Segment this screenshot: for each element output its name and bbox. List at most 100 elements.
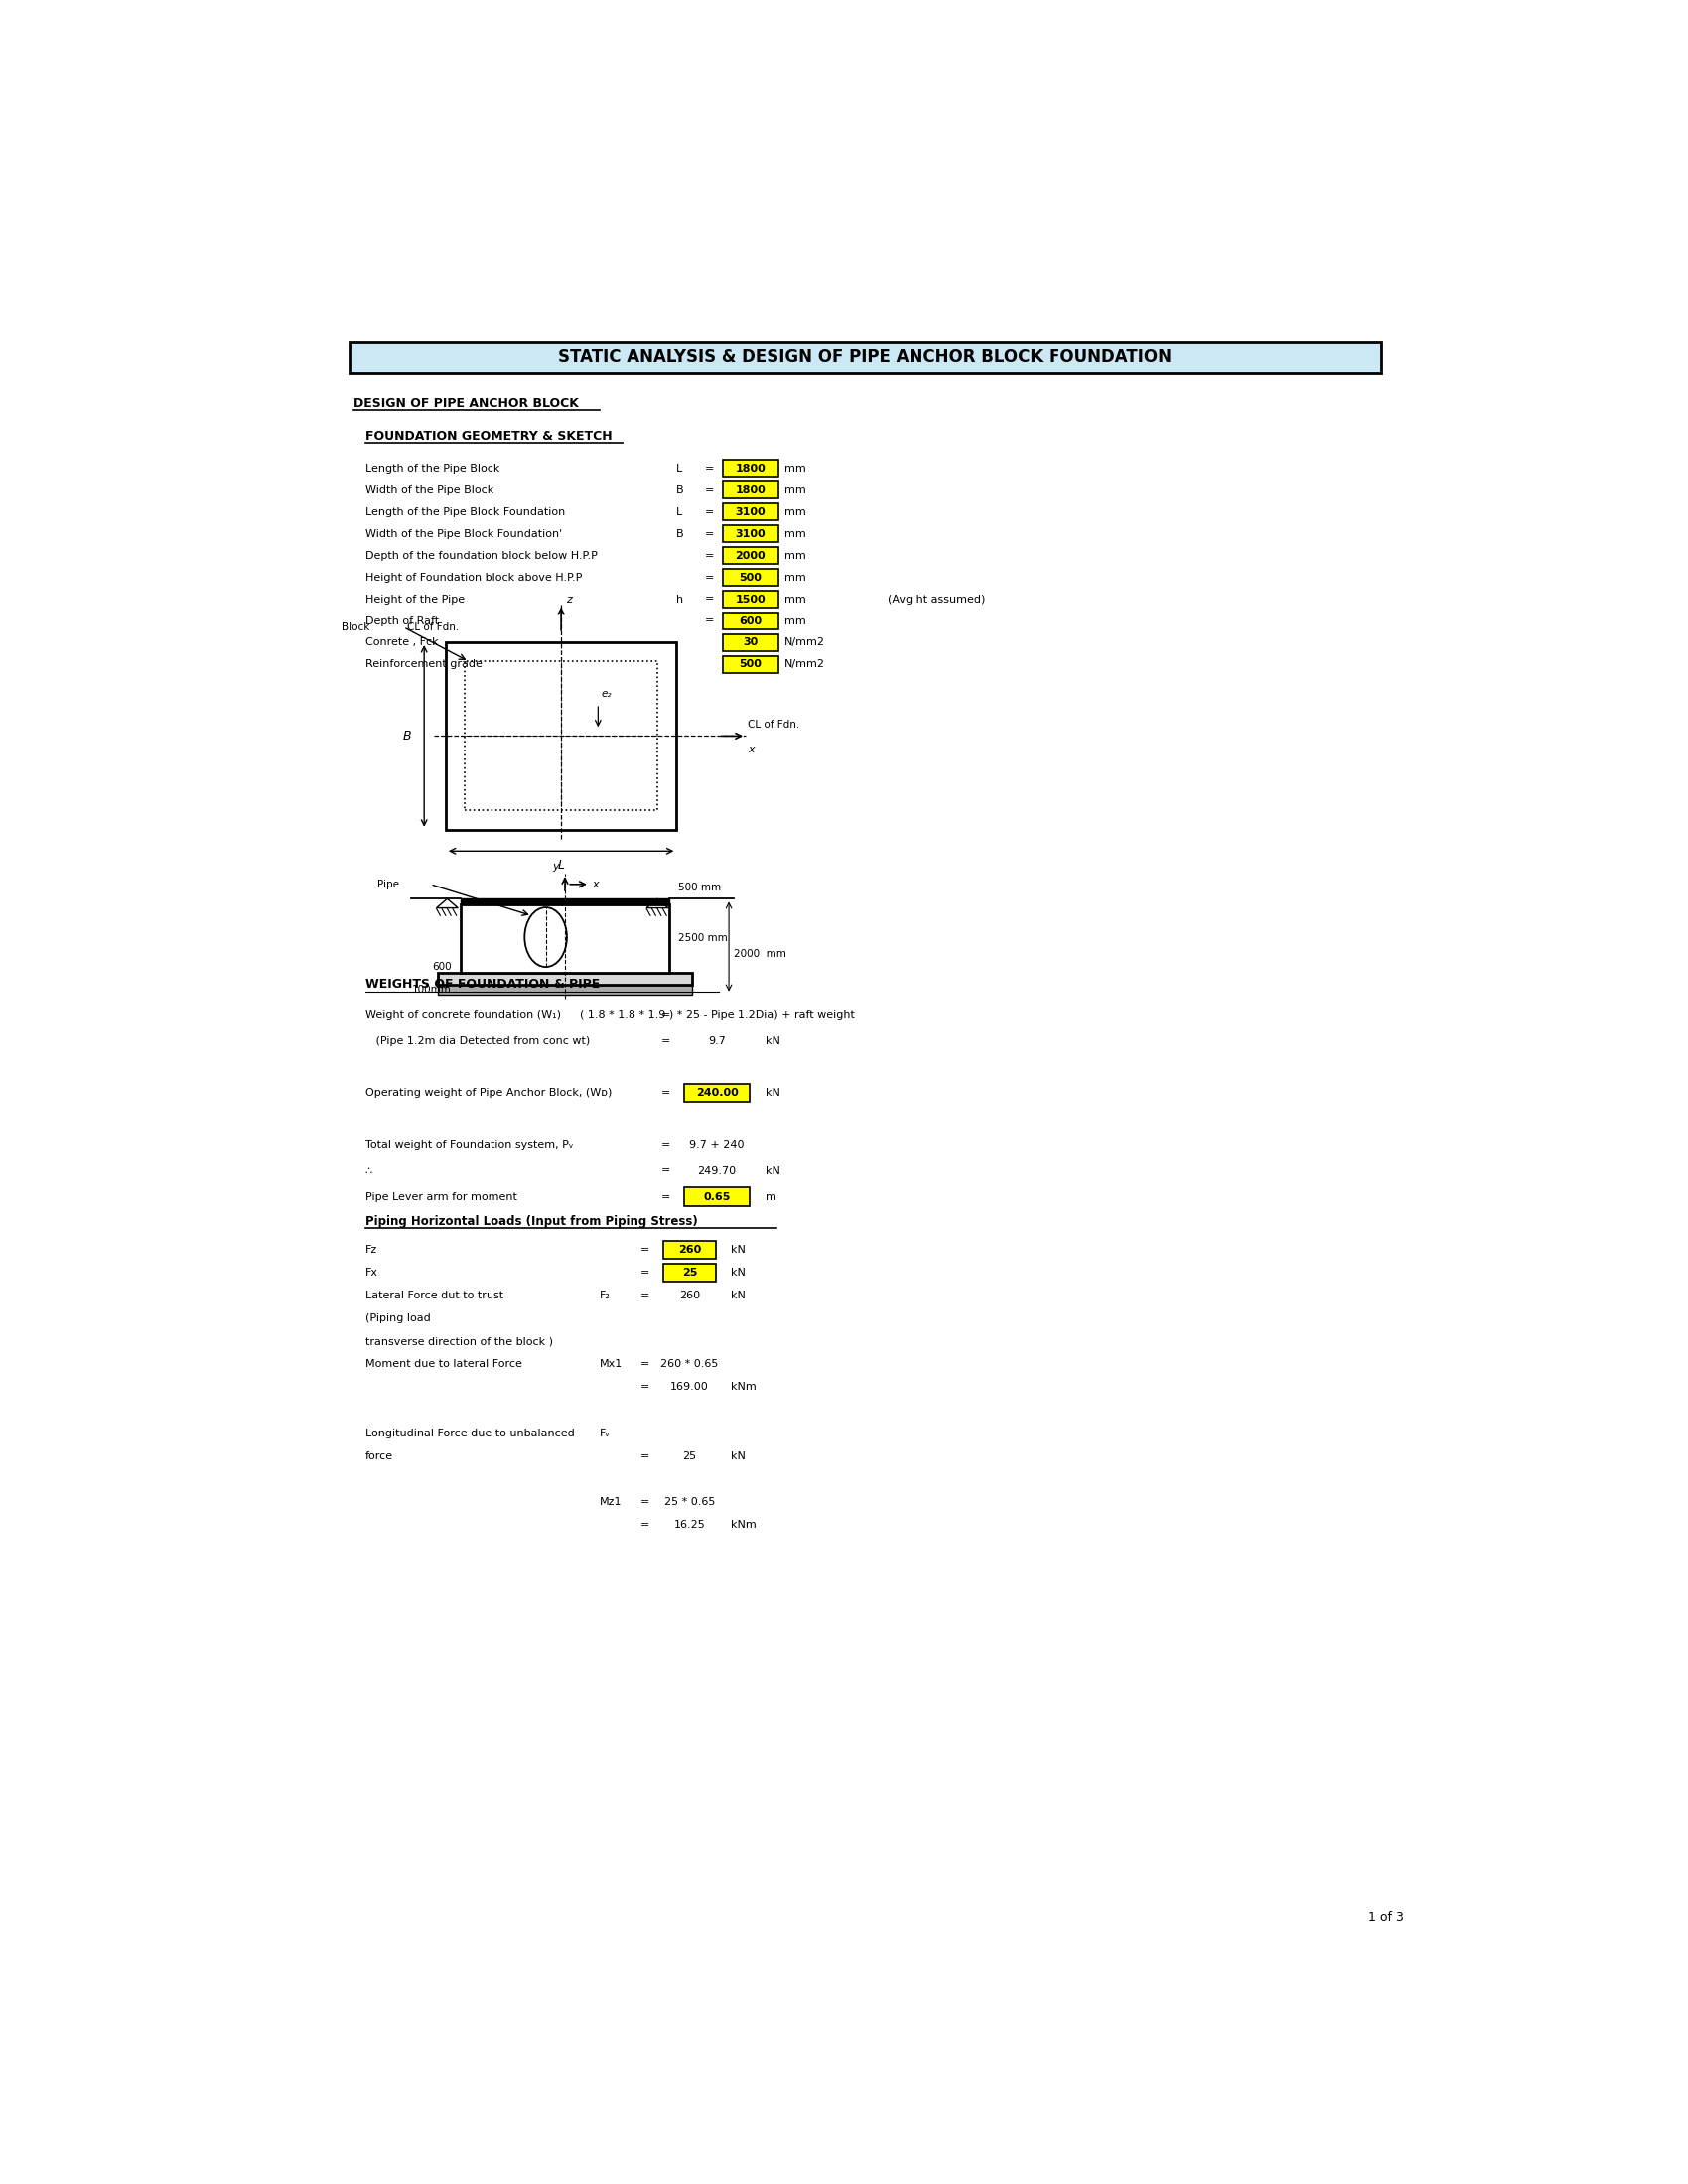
Text: DESIGN OF PIPE ANCHOR BLOCK: DESIGN OF PIPE ANCHOR BLOCK (353, 397, 579, 411)
Text: force: force (365, 1450, 393, 1461)
Text: =: = (706, 507, 714, 518)
Text: =: = (662, 1192, 670, 1201)
Text: 500 mm: 500 mm (679, 882, 721, 893)
Text: 2500 mm: 2500 mm (679, 933, 728, 943)
Text: 2000  mm: 2000 mm (734, 948, 787, 959)
Text: 9.7 + 240: 9.7 + 240 (689, 1140, 744, 1151)
Text: =: = (640, 1291, 650, 1299)
Text: mm: mm (785, 529, 805, 539)
Text: N/mm2: N/mm2 (785, 660, 825, 670)
Text: mm: mm (785, 485, 805, 496)
Text: (Avg ht assumed): (Avg ht assumed) (888, 594, 986, 605)
Text: 260 * 0.65: 260 * 0.65 (660, 1358, 719, 1369)
Text: 100mm: 100mm (412, 985, 452, 994)
Text: FOUNDATION GEOMETRY & SKETCH: FOUNDATION GEOMETRY & SKETCH (365, 430, 611, 443)
Text: 16.25: 16.25 (674, 1520, 706, 1529)
Text: Pipe: Pipe (378, 880, 400, 889)
Text: y: y (552, 863, 559, 871)
Bar (722, 590, 778, 607)
Text: CL of Fdn.: CL of Fdn. (748, 721, 800, 729)
Bar (684, 1188, 749, 1206)
Text: kN: kN (731, 1245, 744, 1254)
Bar (684, 1083, 749, 1103)
Text: Conrete , Fck: Conrete , Fck (365, 638, 437, 649)
Text: 1800: 1800 (736, 485, 766, 496)
Bar (461, 904, 668, 974)
Text: =: = (662, 1088, 670, 1099)
Text: 600: 600 (432, 961, 452, 972)
Text: Longitudinal Force due to unbalanced: Longitudinal Force due to unbalanced (365, 1428, 574, 1437)
Text: =: = (640, 1267, 650, 1278)
Text: B: B (402, 729, 412, 743)
Text: Piping Horizontal Loads (Input from Piping Stress): Piping Horizontal Loads (Input from Pipi… (365, 1214, 697, 1227)
Bar (722, 568, 778, 585)
Text: L: L (557, 858, 564, 871)
Bar (722, 633, 778, 651)
Text: mm: mm (785, 616, 805, 627)
Text: Pipe Lever arm for moment: Pipe Lever arm for moment (365, 1192, 517, 1201)
Text: Moment due to lateral Force: Moment due to lateral Force (365, 1358, 522, 1369)
Bar (722, 505, 778, 520)
Text: L: L (677, 463, 682, 474)
Text: Total weight of Foundation system, Pᵥ: Total weight of Foundation system, Pᵥ (365, 1140, 572, 1151)
Text: 3100: 3100 (736, 529, 766, 539)
Text: 600: 600 (739, 616, 761, 627)
Text: 1 of 3: 1 of 3 (1369, 1911, 1404, 1924)
Text: m: m (765, 1192, 776, 1201)
Bar (663, 1265, 716, 1282)
Text: 1500: 1500 (736, 594, 766, 605)
Text: Reinforcement grade: Reinforcement grade (365, 660, 483, 670)
Text: STATIC ANALYSIS & DESIGN OF PIPE ANCHOR BLOCK FOUNDATION: STATIC ANALYSIS & DESIGN OF PIPE ANCHOR … (559, 349, 1171, 367)
Bar (722, 461, 778, 476)
Text: Height of Foundation block above H.P.P: Height of Foundation block above H.P.P (365, 572, 582, 583)
Text: kN: kN (731, 1291, 744, 1299)
Text: mm: mm (785, 507, 805, 518)
Text: =: = (662, 1140, 670, 1151)
Text: =: = (640, 1450, 650, 1461)
Text: =: = (706, 594, 714, 605)
Bar (663, 1241, 716, 1258)
Text: kNm: kNm (731, 1520, 756, 1529)
Text: =: = (706, 485, 714, 496)
Text: B: B (677, 529, 684, 539)
Text: e₂: e₂ (601, 688, 611, 699)
Text: 1800: 1800 (736, 463, 766, 474)
Text: Lateral Force dut to trust: Lateral Force dut to trust (365, 1291, 503, 1299)
Bar (722, 483, 778, 498)
Text: Operating weight of Pipe Anchor Block, (Wᴅ): Operating weight of Pipe Anchor Block, (… (365, 1088, 611, 1099)
Text: ( 1.8 * 1.8 * 1.9 ) * 25 - Pipe 1.2Dia) + raft weight: ( 1.8 * 1.8 * 1.9 ) * 25 - Pipe 1.2Dia) … (579, 1009, 854, 1020)
Text: kN: kN (765, 1166, 780, 1175)
Text: Length of the Pipe Block Foundation: Length of the Pipe Block Foundation (365, 507, 565, 518)
Text: F₂: F₂ (599, 1291, 611, 1299)
Bar (437, 974, 692, 985)
Text: kNm: kNm (731, 1382, 756, 1391)
Text: =: = (640, 1358, 650, 1369)
Text: =: = (706, 529, 714, 539)
Text: mm: mm (785, 594, 805, 605)
Bar (461, 900, 668, 904)
Text: 169.00: 169.00 (670, 1382, 709, 1391)
Text: 9.7: 9.7 (707, 1035, 726, 1046)
Text: 25: 25 (682, 1450, 697, 1461)
Text: WEIGHTS OF FOUNDATION & PIPE: WEIGHTS OF FOUNDATION & PIPE (365, 978, 599, 992)
Bar (446, 642, 677, 830)
Text: h: h (677, 594, 684, 605)
Text: N/mm2: N/mm2 (785, 638, 825, 649)
Text: L: L (677, 507, 682, 518)
Text: 2000: 2000 (736, 550, 766, 561)
Text: mm: mm (785, 572, 805, 583)
Text: (Piping load: (Piping load (365, 1313, 430, 1324)
Text: Mx1: Mx1 (599, 1358, 623, 1369)
Ellipse shape (525, 906, 567, 968)
Bar (722, 612, 778, 629)
Text: kN: kN (765, 1088, 780, 1099)
Text: =: = (662, 1035, 670, 1046)
Text: ∴: ∴ (365, 1166, 371, 1175)
Text: =: = (706, 572, 714, 583)
Text: x: x (748, 745, 755, 756)
Text: Height of the Pipe: Height of the Pipe (365, 594, 464, 605)
Text: Fx: Fx (365, 1267, 378, 1278)
Text: =: = (706, 550, 714, 561)
Text: Depth of the foundation block below H.P.P: Depth of the foundation block below H.P.… (365, 550, 598, 561)
Text: Fᵥ: Fᵥ (599, 1428, 611, 1437)
